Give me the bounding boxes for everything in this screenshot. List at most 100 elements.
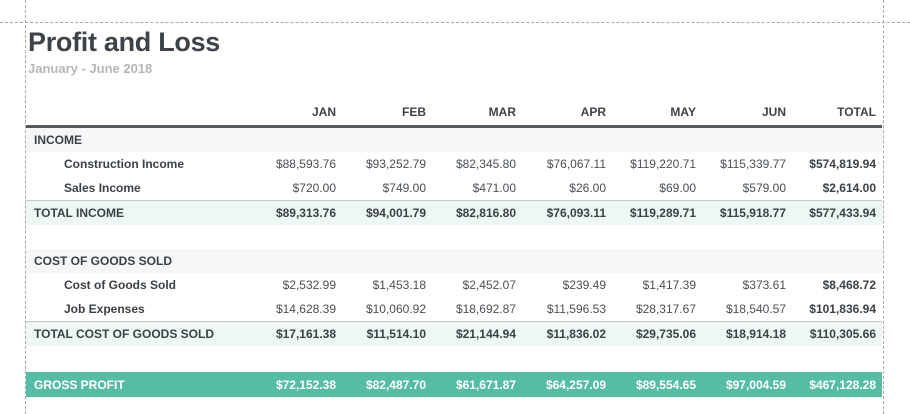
label-column-header bbox=[26, 101, 252, 128]
column-header-total: TOTAL bbox=[792, 101, 882, 128]
total-row-cogs: TOTAL COST OF GOODS SOLD $17,161.38 $11,… bbox=[26, 321, 882, 346]
amount-cell: $93,252.79 bbox=[365, 157, 426, 171]
amount-cell: $89,313.76 bbox=[252, 200, 342, 225]
table-row-sales-income: Sales Income $720.00 $749.00 $471.00 $26… bbox=[26, 176, 882, 201]
amount-cell: $749.00 bbox=[382, 181, 426, 195]
column-header-apr: APR bbox=[522, 101, 612, 128]
section-header-row-cogs: COST OF GOODS SOLD bbox=[26, 249, 882, 273]
amount-cell: $115,339.77 bbox=[720, 157, 786, 171]
page-break-line-horizontal bbox=[0, 22, 910, 23]
amount-cell: $72,152.38 bbox=[252, 372, 342, 397]
amount-cell: $89,554.65 bbox=[612, 372, 702, 397]
empty-cell bbox=[792, 126, 882, 152]
empty-cell bbox=[432, 126, 522, 152]
amount-cell: $18,540.57 bbox=[725, 302, 786, 316]
amount-cell: $1,417.39 bbox=[642, 278, 696, 292]
column-header-jun: JUN bbox=[702, 101, 792, 128]
column-header-feb: FEB bbox=[342, 101, 432, 128]
gross-profit-row: GROSS PROFIT $72,152.38 $82,487.70 $61,6… bbox=[26, 372, 882, 397]
amount-cell: $28,317.67 bbox=[635, 302, 696, 316]
gross-profit-label: GROSS PROFIT bbox=[26, 372, 252, 397]
spacer-row bbox=[26, 346, 882, 372]
table-row-construction-income: Construction Income $88,593.76 $93,252.7… bbox=[26, 152, 882, 176]
empty-cell bbox=[342, 249, 432, 273]
amount-cell-total: $101,836.94 bbox=[809, 302, 876, 316]
amount-cell: $76,067.11 bbox=[546, 157, 606, 171]
page-break-line-vertical-right bbox=[883, 0, 884, 414]
amount-cell: $82,345.80 bbox=[455, 157, 516, 171]
empty-cell bbox=[252, 126, 342, 152]
amount-cell: $82,816.80 bbox=[432, 200, 522, 225]
page-break-line-vertical-left bbox=[25, 0, 26, 414]
column-header-may: MAY bbox=[612, 101, 702, 128]
amount-cell: $1,453.18 bbox=[372, 278, 426, 292]
amount-cell: $119,220.71 bbox=[630, 157, 696, 171]
amount-cell: $97,004.59 bbox=[702, 372, 792, 397]
section-header-row-income: INCOME bbox=[26, 126, 882, 152]
amount-cell: $14,628.39 bbox=[275, 302, 336, 316]
report-date-range: January - June 2018 bbox=[28, 61, 153, 76]
empty-cell bbox=[522, 249, 612, 273]
empty-cell bbox=[522, 126, 612, 152]
amount-cell: $373.61 bbox=[742, 278, 786, 292]
amount-cell: $76,093.11 bbox=[522, 200, 612, 225]
empty-cell bbox=[342, 126, 432, 152]
table-row-job-expenses: Job Expenses $14,628.39 $10,060.92 $18,6… bbox=[26, 297, 882, 322]
row-label: Construction Income bbox=[64, 157, 185, 171]
amount-cell: $88,593.76 bbox=[275, 157, 336, 171]
report-page: Profit and Loss January - June 2018 JAN … bbox=[26, 0, 882, 397]
table-row-cost-of-goods-sold: Cost of Goods Sold $2,532.99 $1,453.18 $… bbox=[26, 273, 882, 297]
section-label: COST OF GOODS SOLD bbox=[26, 249, 252, 273]
amount-cell: $579.00 bbox=[742, 181, 786, 195]
amount-cell: $10,060.92 bbox=[365, 302, 426, 316]
amount-cell: $61,671.87 bbox=[432, 372, 522, 397]
amount-cell: $119,289.71 bbox=[612, 200, 702, 225]
amount-cell-total: $2,614.00 bbox=[822, 181, 876, 195]
amount-cell-total: $110,305.66 bbox=[792, 321, 882, 346]
amount-cell: $18,692.87 bbox=[455, 302, 516, 316]
empty-cell bbox=[702, 126, 792, 152]
total-row-label: TOTAL COST OF GOODS SOLD bbox=[26, 321, 252, 346]
amount-cell-total: $577,433.94 bbox=[792, 200, 882, 225]
amount-cell: $2,452.07 bbox=[462, 278, 516, 292]
amount-cell: $720.00 bbox=[292, 181, 336, 195]
pl-table: JAN FEB MAR APR MAY JUN TOTAL INCOME Con… bbox=[26, 101, 882, 397]
amount-cell: $21,144.94 bbox=[432, 321, 522, 346]
section-label: INCOME bbox=[26, 126, 252, 152]
amount-cell-total: $574,819.94 bbox=[809, 157, 876, 171]
empty-cell bbox=[252, 249, 342, 273]
amount-cell: $29,735.06 bbox=[612, 321, 702, 346]
total-row-income: TOTAL INCOME $89,313.76 $94,001.79 $82,8… bbox=[26, 200, 882, 225]
total-row-label: TOTAL INCOME bbox=[26, 200, 252, 225]
amount-cell: $115,918.77 bbox=[702, 200, 792, 225]
amount-cell: $2,532.99 bbox=[282, 278, 336, 292]
page-title: Profit and Loss bbox=[28, 27, 221, 57]
spacer-row bbox=[26, 225, 882, 249]
empty-cell bbox=[702, 249, 792, 273]
amount-cell: $94,001.79 bbox=[342, 200, 432, 225]
amount-cell: $239.49 bbox=[562, 278, 606, 292]
amount-cell: $471.00 bbox=[472, 181, 516, 195]
amount-cell: $17,161.38 bbox=[252, 321, 342, 346]
column-header-jan: JAN bbox=[252, 101, 342, 128]
amount-cell: $18,914.18 bbox=[702, 321, 792, 346]
empty-cell bbox=[612, 249, 702, 273]
empty-cell bbox=[432, 249, 522, 273]
empty-cell bbox=[612, 126, 702, 152]
column-header-mar: MAR bbox=[432, 101, 522, 128]
amount-cell: $11,514.10 bbox=[342, 321, 432, 346]
amount-cell: $11,596.53 bbox=[546, 302, 606, 316]
row-label: Sales Income bbox=[64, 181, 141, 195]
amount-cell: $26.00 bbox=[569, 181, 606, 195]
empty-cell bbox=[792, 249, 882, 273]
amount-cell: $64,257.09 bbox=[522, 372, 612, 397]
amount-cell: $69.00 bbox=[659, 181, 696, 195]
row-label: Job Expenses bbox=[64, 302, 145, 316]
row-label: Cost of Goods Sold bbox=[64, 278, 176, 292]
column-header-row: JAN FEB MAR APR MAY JUN TOTAL bbox=[26, 101, 882, 128]
amount-cell-total: $467,128.28 bbox=[792, 372, 882, 397]
amount-cell: $82,487.70 bbox=[342, 372, 432, 397]
amount-cell-total: $8,468.72 bbox=[822, 278, 876, 292]
amount-cell: $11,836.02 bbox=[522, 321, 612, 346]
